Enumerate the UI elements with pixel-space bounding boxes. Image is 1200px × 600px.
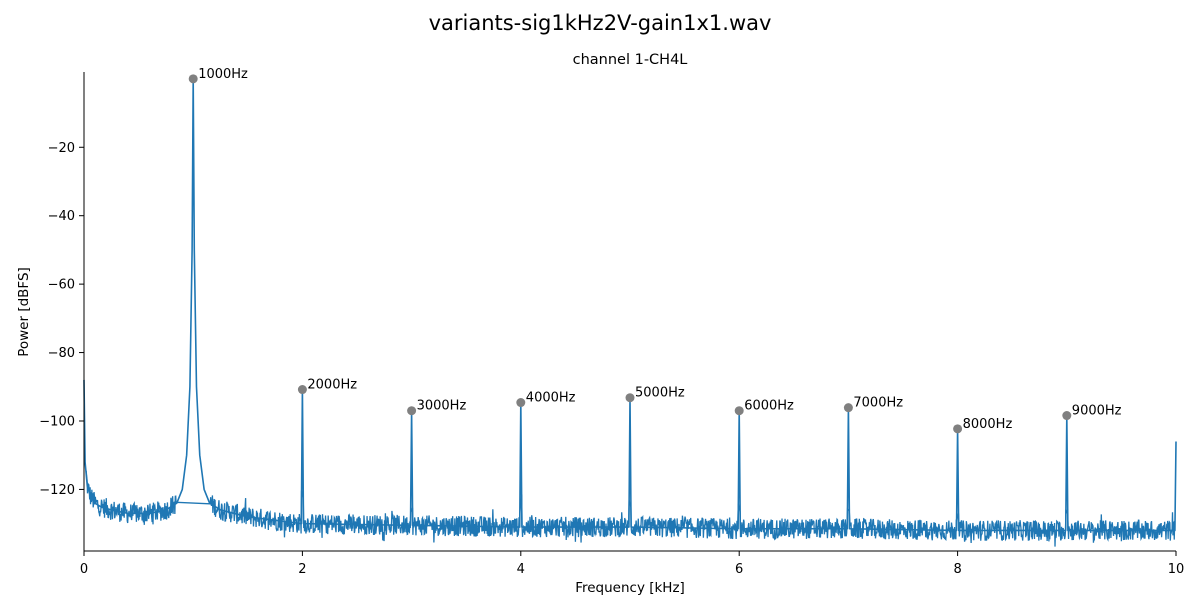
x-tick-label: 0 bbox=[80, 562, 88, 577]
spectrum-line bbox=[83, 78, 1177, 532]
peak-label: 6000Hz bbox=[744, 399, 794, 414]
y-axis-label: Power [dBFS] bbox=[16, 267, 32, 357]
peak-marker bbox=[407, 406, 417, 416]
peak-label: 7000Hz bbox=[853, 396, 903, 411]
x-tick-label: 10 bbox=[1168, 562, 1185, 577]
peak-label: 5000Hz bbox=[635, 386, 685, 401]
peak-label: 4000Hz bbox=[526, 391, 576, 406]
peak-label: 9000Hz bbox=[1072, 404, 1122, 419]
spectrum-line-layer bbox=[83, 78, 1177, 532]
x-tick-label: 4 bbox=[517, 562, 525, 577]
peak-marker bbox=[734, 406, 744, 416]
peak-marker bbox=[843, 403, 853, 413]
y-tick-label: −60 bbox=[48, 278, 75, 293]
y-tick-label: −120 bbox=[39, 483, 75, 498]
x-axis-label: Frequency [kHz] bbox=[575, 580, 685, 596]
peak-label: 2000Hz bbox=[307, 378, 357, 393]
x-tick-label: 6 bbox=[735, 562, 743, 577]
peak-markers: 1000Hz 2000Hz 3000Hz 4000Hz 5000Hz 6000Hz 7000… bbox=[188, 67, 1122, 434]
peak-label: 8000Hz bbox=[963, 417, 1013, 432]
peak-marker bbox=[953, 424, 963, 434]
peak-marker bbox=[516, 398, 526, 408]
x-tick-label: 2 bbox=[298, 562, 306, 577]
y-tick-label: −20 bbox=[48, 141, 75, 156]
y-ticks: −20 −40 −60 −80 −100 −120 bbox=[39, 141, 84, 498]
peak-marker bbox=[297, 385, 307, 395]
peak-label: 3000Hz bbox=[417, 399, 467, 414]
peak-marker bbox=[188, 74, 198, 84]
chart-title: channel 1-CH4L bbox=[573, 52, 688, 68]
y-tick-label: −40 bbox=[48, 209, 75, 224]
y-tick-label: −80 bbox=[48, 346, 75, 361]
figure-suptitle: variants-sig1kHz2V-gain1x1.wav bbox=[429, 11, 772, 35]
peak-marker bbox=[625, 393, 635, 403]
x-ticks: 0 2 4 6 8 10 bbox=[80, 551, 1184, 577]
peak-label: 1000Hz bbox=[198, 67, 248, 82]
x-tick-label: 8 bbox=[953, 562, 961, 577]
peak-marker bbox=[1062, 411, 1072, 421]
y-tick-label: −100 bbox=[39, 414, 75, 429]
